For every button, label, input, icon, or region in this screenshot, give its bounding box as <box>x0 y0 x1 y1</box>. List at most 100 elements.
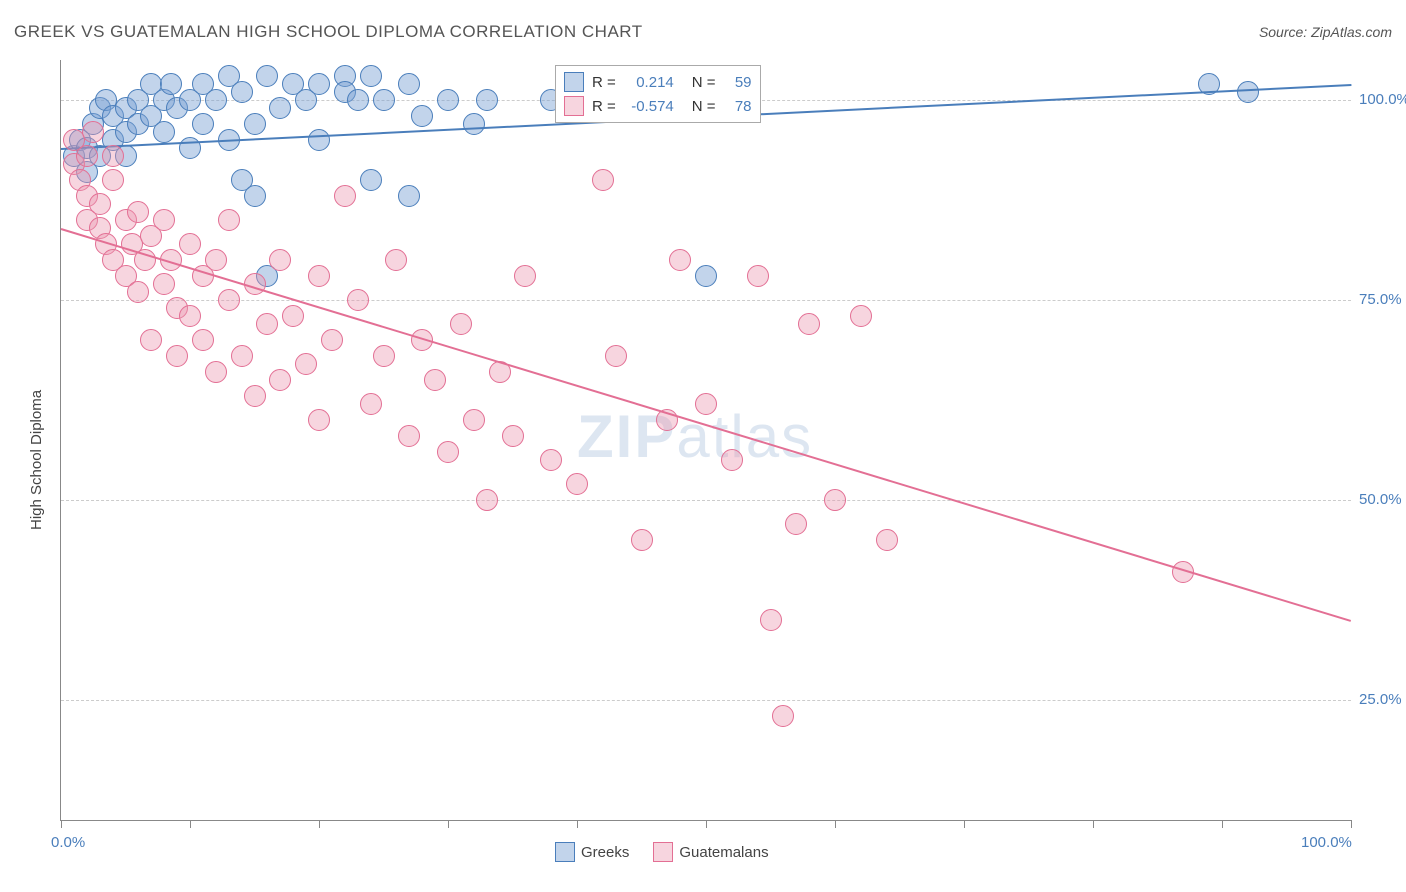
scatter-point <box>140 329 162 351</box>
scatter-point <box>824 489 846 511</box>
legend-swatch <box>653 842 673 862</box>
scatter-point <box>360 169 382 191</box>
scatter-point <box>360 393 382 415</box>
scatter-point <box>695 393 717 415</box>
scatter-point <box>192 113 214 135</box>
legend-n-label: N = <box>692 74 716 91</box>
scatter-point <box>244 385 266 407</box>
legend-n-label: N = <box>692 98 716 115</box>
y-tick-label: 25.0% <box>1359 691 1402 708</box>
scatter-point <box>876 529 898 551</box>
scatter-point <box>308 409 330 431</box>
scatter-point <box>308 73 330 95</box>
scatter-point <box>179 305 201 327</box>
x-tick-mark <box>835 820 836 828</box>
scatter-point <box>82 121 104 143</box>
scatter-point <box>850 305 872 327</box>
x-tick-label: 0.0% <box>51 834 85 851</box>
legend-row: R = 0.214 N = 59 <box>564 70 752 94</box>
legend-r-value: -0.574 <box>624 98 674 115</box>
scatter-point <box>218 289 240 311</box>
trend-line <box>61 228 1352 622</box>
x-tick-mark <box>706 820 707 828</box>
x-tick-mark <box>1222 820 1223 828</box>
scatter-point <box>772 705 794 727</box>
gridline <box>61 300 1351 301</box>
scatter-point <box>205 249 227 271</box>
y-tick-label: 100.0% <box>1359 91 1406 108</box>
legend-item: Greeks <box>555 842 629 862</box>
legend-label: Guatemalans <box>679 844 768 861</box>
scatter-point <box>463 409 485 431</box>
scatter-point <box>256 313 278 335</box>
y-axis-label: High School Diploma <box>28 390 45 530</box>
scatter-point <box>76 145 98 167</box>
y-tick-label: 50.0% <box>1359 491 1402 508</box>
scatter-point <box>463 113 485 135</box>
scatter-point <box>398 185 420 207</box>
scatter-point <box>205 361 227 383</box>
scatter-point <box>385 249 407 271</box>
scatter-point <box>295 353 317 375</box>
scatter-point <box>398 73 420 95</box>
scatter-point <box>153 121 175 143</box>
chart-title: GREEK VS GUATEMALAN HIGH SCHOOL DIPLOMA … <box>14 22 643 42</box>
legend-row: R =-0.574N =78 <box>564 94 752 118</box>
scatter-point <box>360 65 382 87</box>
gridline <box>61 700 1351 701</box>
scatter-point <box>347 289 369 311</box>
legend-label: Greeks <box>581 844 629 861</box>
scatter-point <box>102 145 124 167</box>
scatter-point <box>347 89 369 111</box>
source-label: Source: ZipAtlas.com <box>1259 24 1392 40</box>
legend-n-value: 78 <box>724 98 752 115</box>
scatter-point <box>798 313 820 335</box>
series-legend: Greeks Guatemalans <box>555 842 769 862</box>
y-tick-label: 75.0% <box>1359 291 1402 308</box>
scatter-point <box>411 105 433 127</box>
legend-swatch <box>564 72 584 92</box>
legend-r-label: R = <box>592 74 616 91</box>
legend-swatch <box>555 842 575 862</box>
x-tick-mark <box>319 820 320 828</box>
scatter-point <box>1237 81 1259 103</box>
scatter-point <box>514 265 536 287</box>
legend-n-value: 59 <box>724 74 752 91</box>
scatter-point <box>669 249 691 271</box>
scatter-point <box>218 209 240 231</box>
scatter-point <box>256 65 278 87</box>
scatter-point <box>540 449 562 471</box>
scatter-point <box>398 425 420 447</box>
scatter-point <box>308 129 330 151</box>
scatter-point <box>166 345 188 367</box>
scatter-point <box>476 89 498 111</box>
x-tick-mark <box>577 820 578 828</box>
scatter-point <box>334 185 356 207</box>
scatter-point <box>373 89 395 111</box>
scatter-point <box>592 169 614 191</box>
scatter-point <box>153 273 175 295</box>
scatter-point <box>269 249 291 271</box>
scatter-point <box>192 329 214 351</box>
x-tick-label: 100.0% <box>1301 834 1352 851</box>
legend-item: Guatemalans <box>653 842 768 862</box>
scatter-point <box>321 329 343 351</box>
scatter-point <box>89 193 111 215</box>
scatter-point <box>244 185 266 207</box>
x-tick-mark <box>1351 820 1352 828</box>
scatter-point <box>476 489 498 511</box>
scatter-point <box>269 97 291 119</box>
legend-r-value: 0.214 <box>624 74 674 91</box>
scatter-point <box>231 345 253 367</box>
scatter-point <box>127 201 149 223</box>
x-tick-mark <box>448 820 449 828</box>
scatter-point <box>437 89 459 111</box>
scatter-point <box>160 73 182 95</box>
scatter-point <box>205 89 227 111</box>
scatter-point <box>424 369 446 391</box>
scatter-point <box>373 345 395 367</box>
scatter-point <box>785 513 807 535</box>
scatter-point <box>127 281 149 303</box>
x-tick-mark <box>964 820 965 828</box>
scatter-point <box>631 529 653 551</box>
